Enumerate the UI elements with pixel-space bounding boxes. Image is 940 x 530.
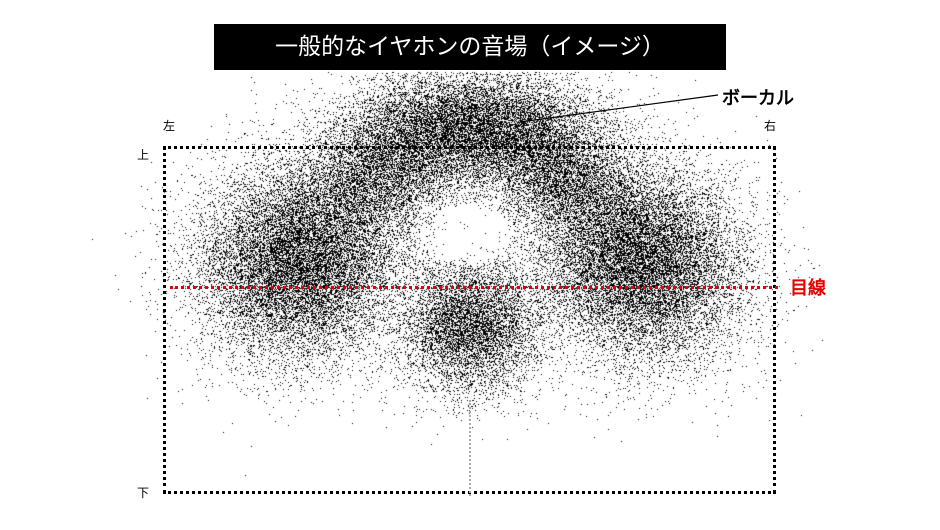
label-left: 左 [163,119,176,133]
label-bottom: 下 [137,486,150,500]
label-top: 上 [137,148,150,162]
eye-line-label: 目線 [790,278,826,299]
center-guide-line [469,400,471,496]
vocal-label: ボーカル [722,88,794,109]
diagram-title: 一般的なイヤホンの音場（イメージ） [214,24,726,70]
vocal-leader-line [519,94,719,123]
eye-level-line [170,286,778,289]
label-right: 右 [764,119,777,133]
